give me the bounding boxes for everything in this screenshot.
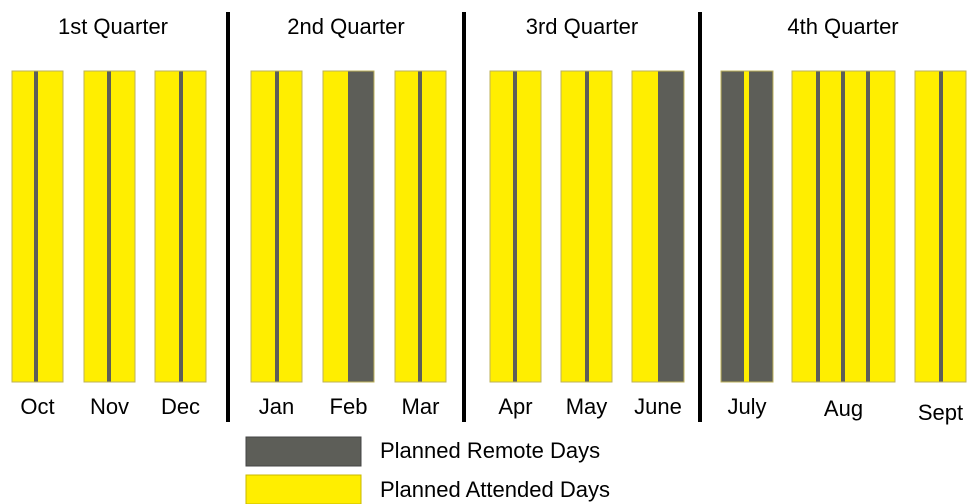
day-segment (348, 71, 374, 382)
month-bar-border (394, 70, 447, 383)
month-label: Sept (918, 400, 963, 425)
month-bar-border (560, 70, 613, 383)
legend-swatch-attended (245, 474, 362, 504)
month-label: Nov (90, 394, 129, 419)
month-bar-border (322, 70, 375, 383)
month-bar-border (720, 70, 774, 383)
month-label: Oct (20, 394, 54, 419)
day-segment (179, 71, 183, 382)
quarter-title: 1st Quarter (58, 14, 168, 39)
quarter-title: 2nd Quarter (287, 14, 404, 39)
month-bar-border (489, 70, 542, 383)
quarter-title: 3rd Quarter (526, 14, 639, 39)
day-segment (275, 71, 279, 382)
month-label: Feb (330, 394, 368, 419)
legend-label: Planned Attended Days (380, 477, 610, 502)
legend-swatch-remote (245, 436, 362, 467)
day-segment (107, 71, 111, 382)
month-bar-border (791, 70, 896, 383)
month-label: Dec (161, 394, 200, 419)
day-segment (744, 71, 749, 382)
month-label: June (634, 394, 682, 419)
day-segment (513, 71, 517, 382)
legend-label: Planned Remote Days (380, 438, 600, 463)
month-label: Apr (498, 394, 532, 419)
day-segment (816, 71, 820, 382)
day-segment (939, 71, 943, 382)
month-label: May (566, 394, 608, 419)
month-label: Aug (824, 396, 863, 421)
day-segment (866, 71, 870, 382)
month-label: Mar (402, 394, 440, 419)
month-bar-border (914, 70, 967, 383)
month-bar-border (154, 70, 207, 383)
month-label: Jan (259, 394, 294, 419)
day-segment (34, 71, 38, 382)
month-label: July (727, 394, 766, 419)
day-segment (841, 71, 845, 382)
month-bar-border (250, 70, 303, 383)
quarter-title: 4th Quarter (787, 14, 898, 39)
month-bar-border (83, 70, 136, 383)
day-segment (418, 71, 422, 382)
day-segment (585, 71, 589, 382)
month-bar-border (631, 70, 685, 383)
day-segment (658, 71, 684, 382)
month-bar-border (11, 70, 64, 383)
